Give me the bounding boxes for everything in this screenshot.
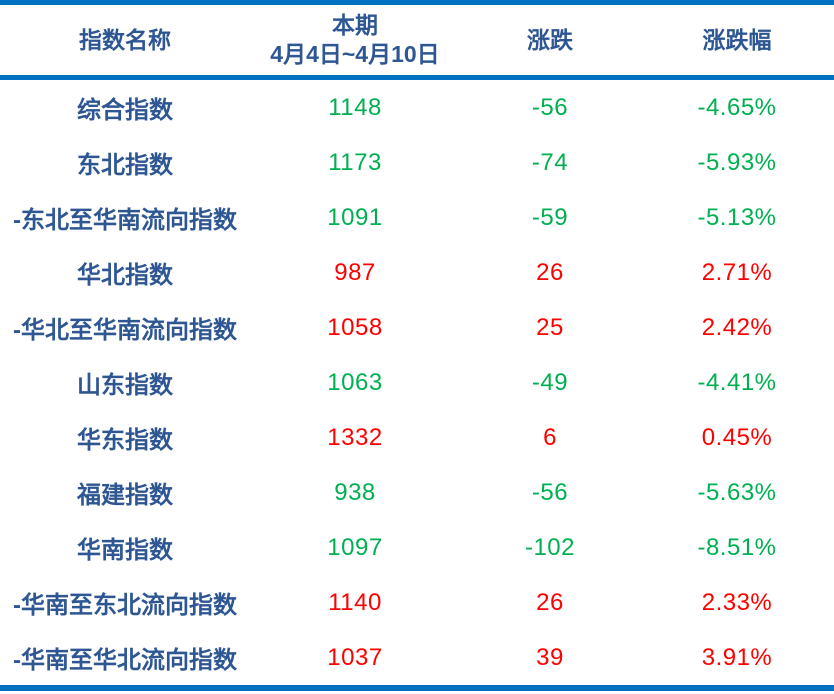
index-name: -华南至华北流向指数 [13, 647, 237, 674]
index-name: -华北至华南流向指数 [13, 317, 237, 344]
index-change: -56 [531, 478, 569, 506]
index-value: 1140 [328, 588, 382, 616]
index-name: 华东指数 [77, 427, 173, 454]
table-row: 华南指数 1097 -102 -8.51% [0, 520, 834, 575]
index-change: 25 [536, 313, 564, 341]
index-change: -74 [531, 148, 569, 176]
bottom-rule [0, 685, 834, 691]
header-change-pct: 涨跌幅 [702, 26, 772, 53]
index-change-pct: 2.33% [701, 588, 773, 616]
index-change: 26 [536, 588, 564, 616]
index-value: 1148 [328, 93, 382, 121]
table-header-row: 指数名称 本期 4月4日~4月10日 涨跌 涨跌幅 [0, 5, 834, 75]
header-change: 涨跌 [527, 26, 573, 53]
index-value: 1058 [327, 313, 383, 341]
index-change: -49 [531, 368, 569, 396]
index-change-pct: 2.42% [701, 313, 773, 341]
header-separator-rule [0, 75, 834, 80]
table-row: 东北指数 1173 -74 -5.93% [0, 135, 834, 190]
index-change-pct: 0.45% [701, 423, 773, 451]
index-value: 987 [334, 258, 376, 286]
index-change-pct: -4.41% [697, 368, 777, 396]
index-change: -102 [524, 533, 576, 561]
table-row: -华南至华北流向指数 1037 39 3.91% [0, 630, 834, 685]
index-value: 1091 [327, 203, 383, 231]
header-current-period: 本期 4月4日~4月10日 [250, 11, 460, 69]
index-name: 华北指数 [77, 262, 173, 289]
table-row: -东北至华南流向指数 1091 -59 -5.13% [0, 190, 834, 245]
index-value: 938 [334, 478, 376, 506]
index-change-pct: -5.63% [697, 478, 777, 506]
index-name: 山东指数 [77, 372, 173, 399]
index-name: 东北指数 [77, 152, 173, 179]
index-change-pct: 3.91% [701, 643, 773, 671]
index-name: 华南指数 [77, 537, 173, 564]
index-name: -华南至东北流向指数 [13, 592, 237, 619]
header-index-name: 指数名称 [79, 26, 171, 53]
table-row: 山东指数 1063 -49 -4.41% [0, 355, 834, 410]
index-change: 39 [536, 643, 564, 671]
index-value: 1063 [327, 368, 383, 396]
index-name: 综合指数 [77, 97, 173, 124]
table-row: -华南至东北流向指数 1140 26 2.33% [0, 575, 834, 630]
index-change-pct: -4.65% [697, 93, 777, 121]
header-current-period-title: 本期 [332, 12, 378, 39]
index-change: -56 [531, 93, 569, 121]
table-row: 华东指数 1332 6 0.45% [0, 410, 834, 465]
table-row: 综合指数 1148 -56 -4.65% [0, 80, 834, 135]
index-change-pct: 2.71% [701, 258, 773, 286]
header-current-period-dates: 4月4日~4月10日 [270, 41, 440, 67]
top-rule [0, 0, 834, 5]
index-name: -东北至华南流向指数 [13, 207, 237, 234]
table-row: 福建指数 938 -56 -5.63% [0, 465, 834, 520]
table-body: 综合指数 1148 -56 -4.65% 东北指数 1173 -74 -5.93… [0, 80, 834, 685]
index-value: 1173 [328, 148, 382, 176]
index-change: -59 [531, 203, 569, 231]
index-change-pct: -8.51% [697, 533, 777, 561]
index-value: 1332 [327, 423, 383, 451]
index-name: 福建指数 [77, 482, 173, 509]
table-row: 华北指数 987 26 2.71% [0, 245, 834, 300]
index-change-pct: -5.93% [697, 148, 777, 176]
index-value: 1037 [327, 643, 383, 671]
index-value: 1097 [327, 533, 383, 561]
table-row: -华北至华南流向指数 1058 25 2.42% [0, 300, 834, 355]
index-change: 26 [536, 258, 564, 286]
index-change-pct: -5.13% [697, 203, 777, 231]
index-change: 6 [543, 423, 557, 451]
